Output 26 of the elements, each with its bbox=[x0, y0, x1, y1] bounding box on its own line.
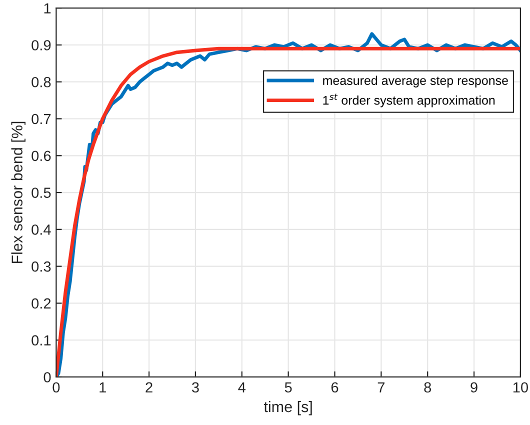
x-tick-label: 0 bbox=[52, 382, 60, 393]
x-tick-label: 1 bbox=[100, 382, 106, 392]
x-tick-label: 10 bbox=[513, 382, 528, 393]
y-tick-label: 0.9 bbox=[32, 40, 51, 50]
y-tick-label: 0.6 bbox=[32, 150, 51, 162]
y-tick-label: 0.7 bbox=[32, 114, 51, 124]
y-tick-label: 0.4 bbox=[32, 224, 51, 235]
x-tick-label: 8 bbox=[424, 382, 432, 393]
x-tick-label: 7 bbox=[378, 382, 384, 392]
y-tick-label: 1 bbox=[44, 3, 51, 14]
y-tick-label: 0.2 bbox=[32, 298, 51, 309]
x-tick-label: 3 bbox=[192, 382, 199, 393]
x-tick-label: 2 bbox=[146, 382, 152, 392]
x-tick-label: 5 bbox=[284, 382, 292, 393]
y-tick-label: 0.1 bbox=[32, 335, 51, 346]
y-tick-label: 0.3 bbox=[32, 261, 51, 272]
y-tick-label: 0.5 bbox=[32, 188, 51, 198]
y-axis-title: Flex sensor bend [%] bbox=[11, 122, 26, 264]
y-tick-label: 0 bbox=[44, 372, 51, 382]
legend-label: 1$^{st}$ order system approximation bbox=[323, 94, 495, 108]
x-axis-title: time [s] bbox=[264, 400, 312, 416]
x-tick-label: 9 bbox=[470, 382, 478, 393]
x-tick-label: 4 bbox=[238, 382, 246, 392]
y-tick-label: 0.8 bbox=[32, 76, 51, 88]
x-tick-label: 6 bbox=[331, 382, 338, 393]
legend-label: measured average step response bbox=[323, 76, 508, 88]
